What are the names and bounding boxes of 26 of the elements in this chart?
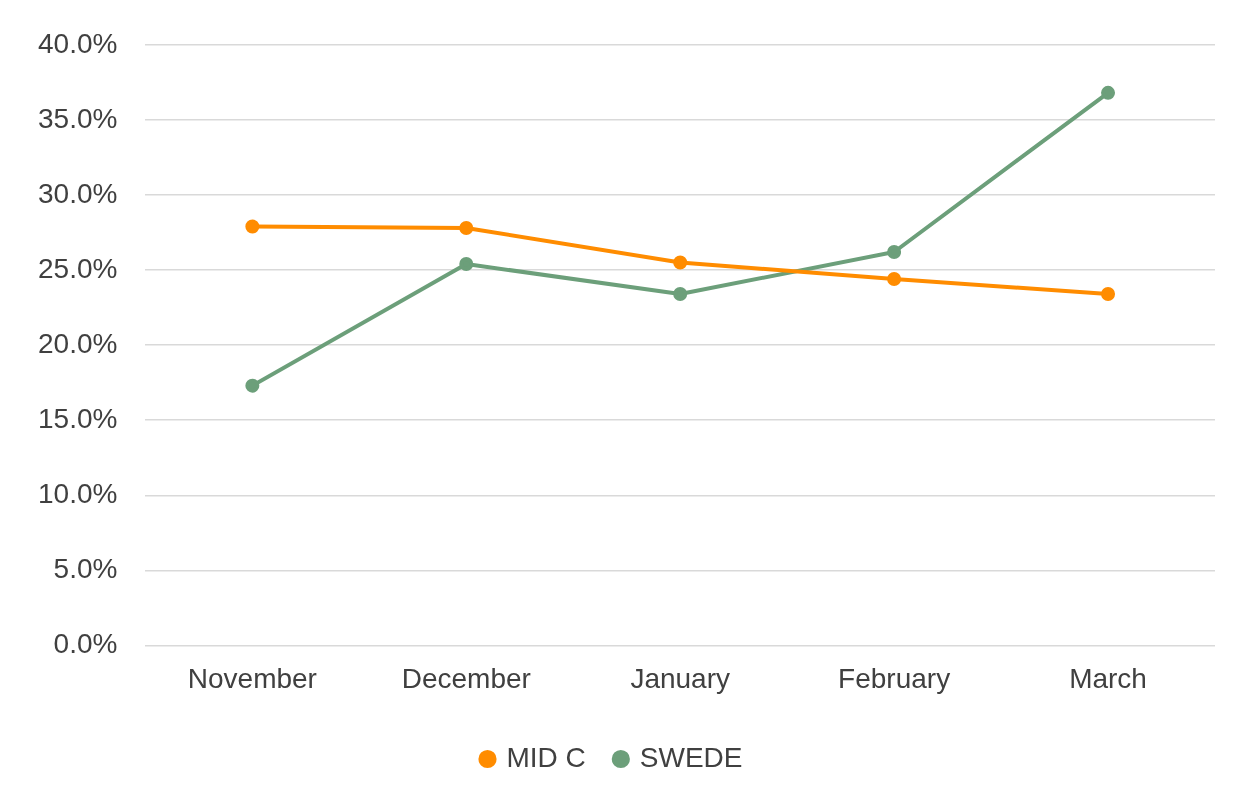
y-tick-label: 20.0% <box>37 327 118 359</box>
y-tick-label: 30.0% <box>37 177 118 209</box>
point <box>673 287 688 302</box>
x-tick-label: January <box>630 662 731 694</box>
y-tick-label: 25.0% <box>37 252 118 284</box>
x-tick-label: February <box>838 662 951 694</box>
legend-label: MID C <box>506 741 586 773</box>
x-tick-label: November <box>187 662 317 694</box>
y-tick-label: 40.0% <box>37 27 118 59</box>
point <box>459 257 474 272</box>
legend-label: SWEDE <box>639 741 743 773</box>
x-tick-label: December <box>401 662 531 694</box>
point <box>887 245 902 260</box>
point <box>887 272 902 287</box>
y-tick-label: 15.0% <box>37 402 118 434</box>
point <box>245 378 260 393</box>
x-tick-label: March <box>1069 662 1147 694</box>
y-tick-label: 35.0% <box>37 102 118 134</box>
point <box>1101 85 1116 100</box>
point <box>459 220 474 235</box>
point <box>1101 287 1116 302</box>
y-tick-label: 5.0% <box>53 553 118 585</box>
y-tick-label: 0.0% <box>53 628 118 660</box>
point <box>245 219 260 234</box>
y-tick-label: 10.0% <box>37 477 118 509</box>
point <box>673 255 688 270</box>
